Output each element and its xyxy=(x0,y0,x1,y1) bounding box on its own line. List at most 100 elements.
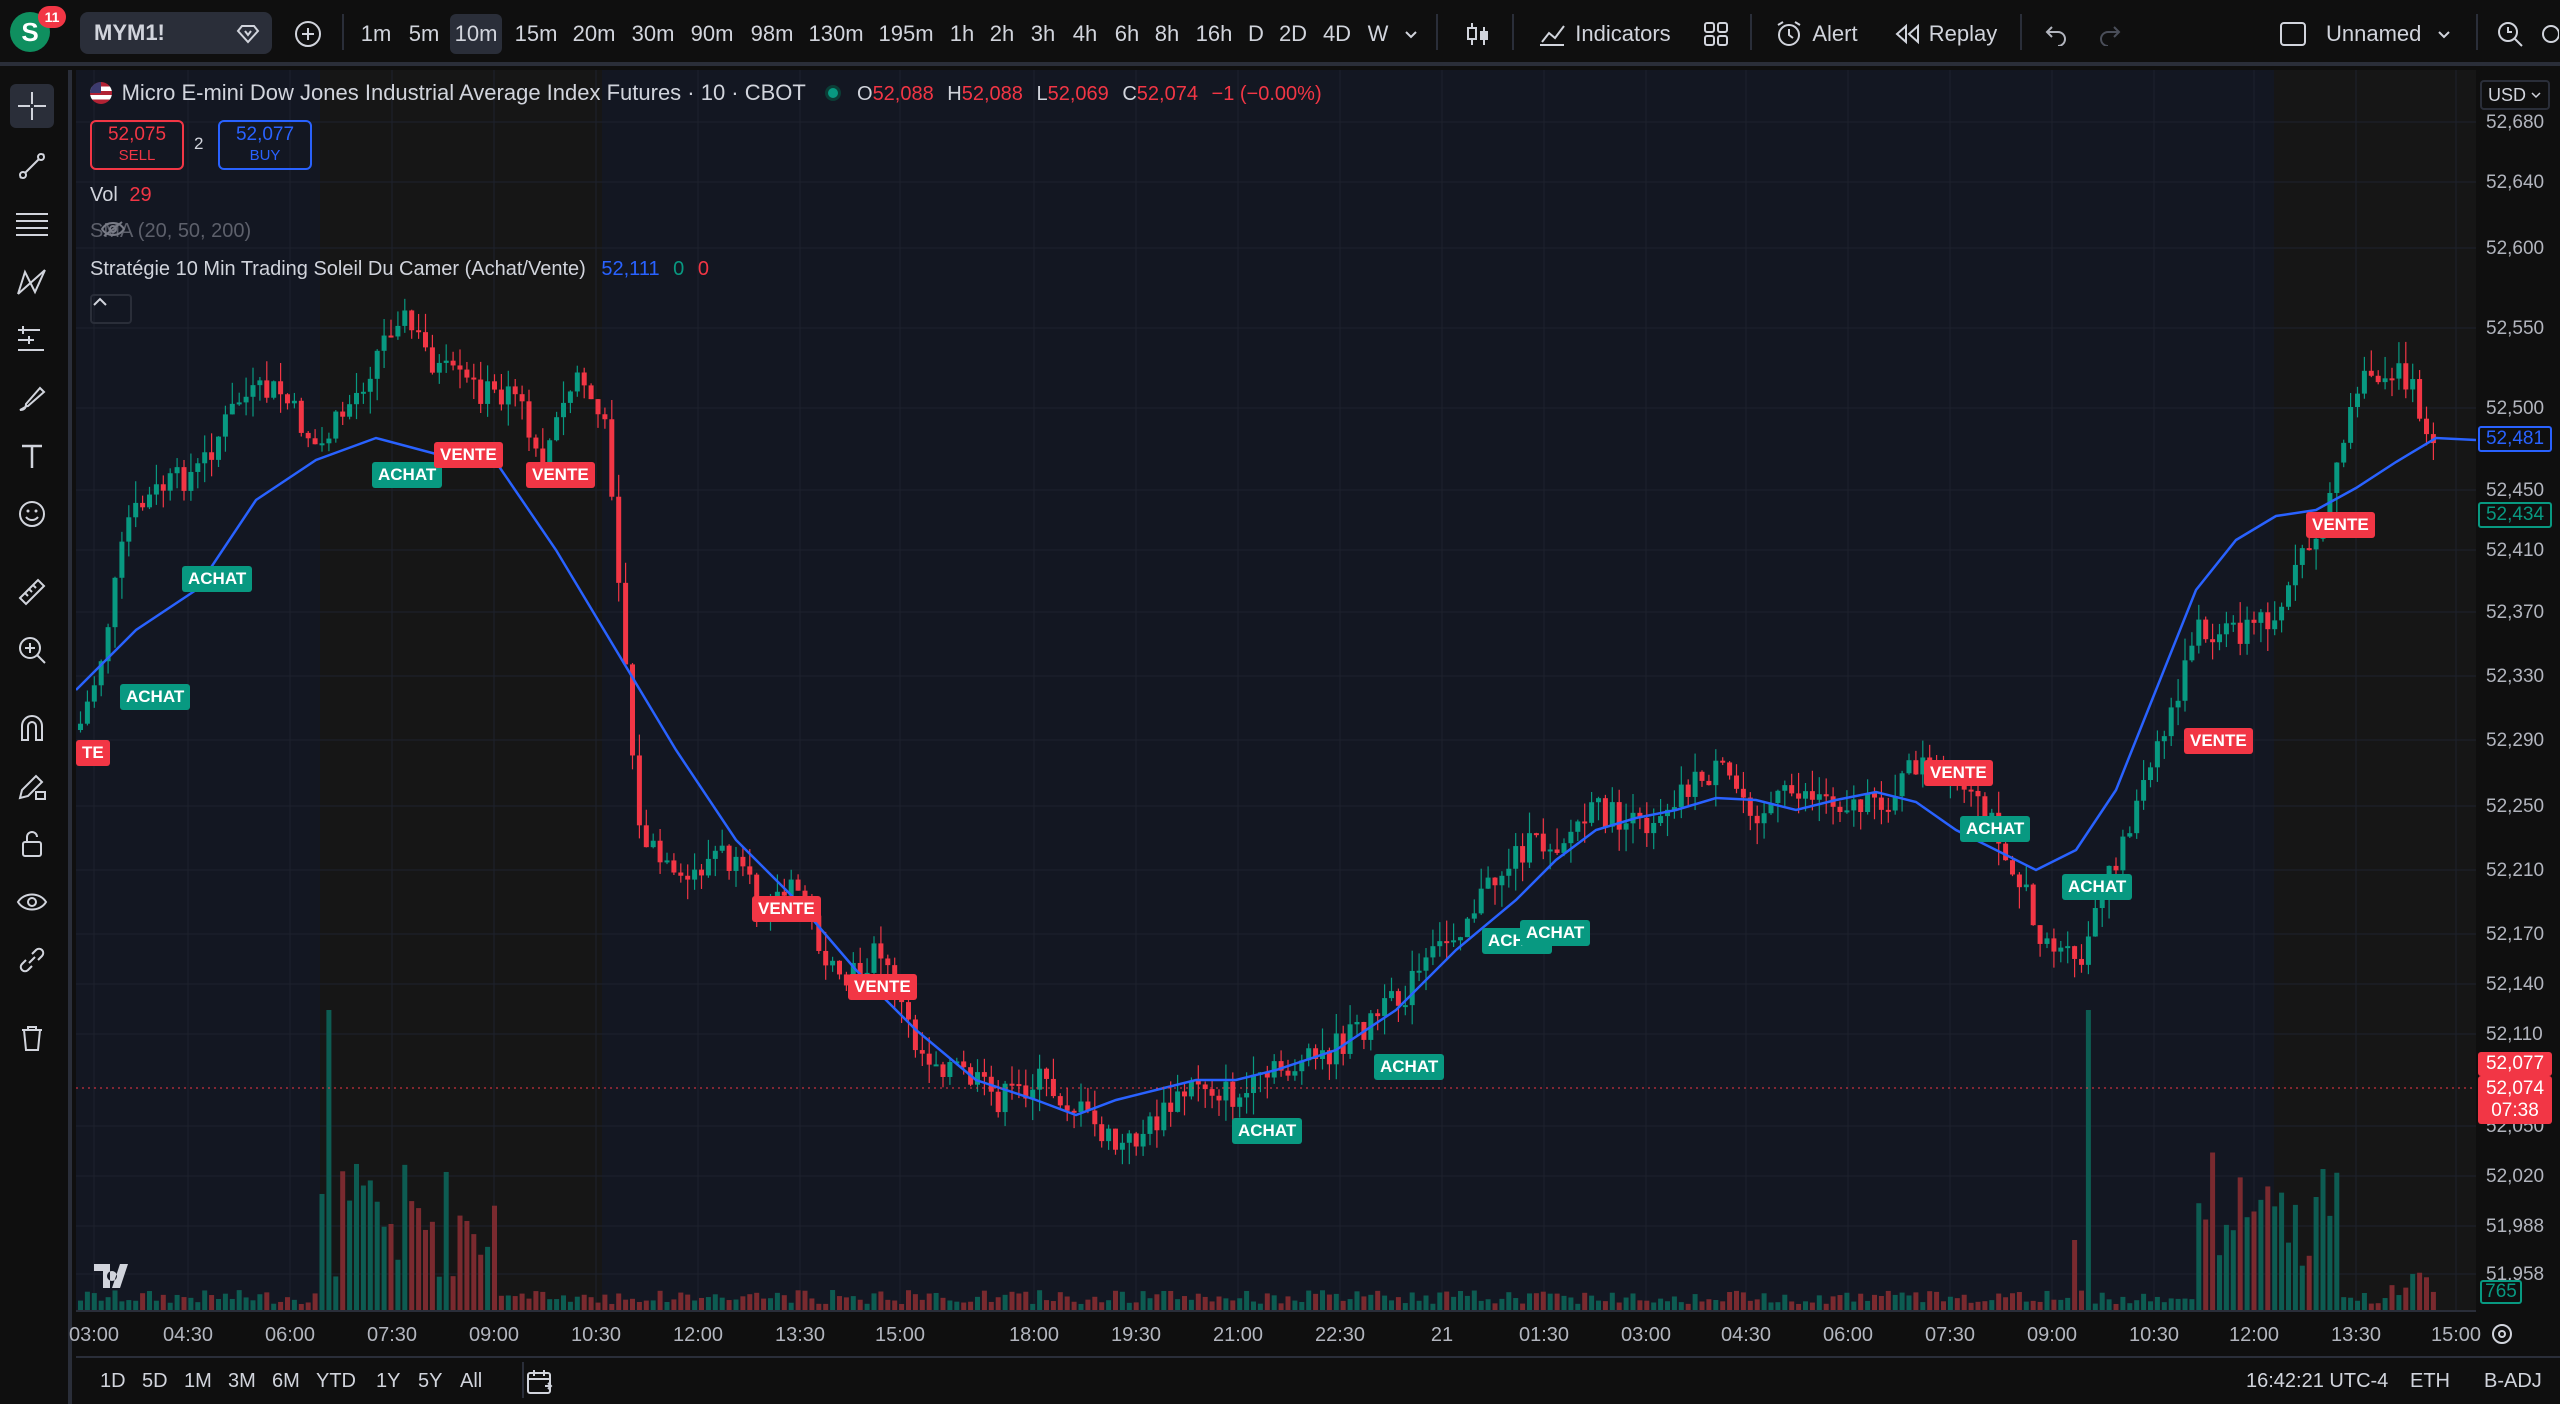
interval-2h[interactable]: 2h xyxy=(989,21,1015,46)
range-1Y[interactable]: 1Y xyxy=(376,1370,401,1392)
interval-30m[interactable]: 30m xyxy=(631,21,675,46)
candles-icon[interactable] xyxy=(1456,14,1500,54)
zoom-in-icon[interactable] xyxy=(10,628,54,672)
eye-icon[interactable] xyxy=(10,880,54,924)
volume-bar xyxy=(1092,1296,1098,1310)
volume-bar xyxy=(788,1302,794,1310)
compare-add-icon[interactable] xyxy=(288,14,328,54)
volume-bar xyxy=(1023,1291,1029,1310)
clock-display[interactable]: 16:42:21 UTC-4 xyxy=(2246,1370,2389,1392)
alert-button[interactable]: Alert xyxy=(1766,14,1866,54)
range-3M[interactable]: 3M xyxy=(228,1370,256,1392)
interval-8h[interactable]: 8h xyxy=(1154,21,1180,46)
range-5D[interactable]: 5D xyxy=(142,1370,168,1392)
interval-195m[interactable]: 195m xyxy=(878,21,934,46)
interval-2D[interactable]: 2D xyxy=(1278,21,1308,46)
interval-1h[interactable]: 1h xyxy=(949,21,975,46)
volume-bar xyxy=(754,1292,760,1310)
volume-bar xyxy=(1927,1291,1933,1310)
symbol-search-box[interactable]: MYM1! xyxy=(80,12,272,54)
lock-icon[interactable] xyxy=(10,822,54,866)
interval-D[interactable]: D xyxy=(1248,21,1264,46)
volume-bar xyxy=(2375,1303,2381,1310)
crosshair-icon[interactable] xyxy=(10,84,54,128)
candle-body xyxy=(133,502,139,518)
volume-bar xyxy=(1050,1301,1056,1310)
go-to-date-icon[interactable] xyxy=(518,1366,562,1398)
buy-button[interactable]: 52,077 BUY xyxy=(218,120,312,170)
trend-line-icon[interactable] xyxy=(10,144,54,188)
interval-3h[interactable]: 3h xyxy=(1030,21,1056,46)
layout-menu-button[interactable]: Unnamed xyxy=(2278,14,2458,54)
candle-body xyxy=(2072,946,2078,959)
emoji-icon[interactable] xyxy=(10,492,54,536)
session-shade xyxy=(602,70,2274,1310)
volume-bar xyxy=(1947,1296,1953,1310)
interval-4D[interactable]: 4D xyxy=(1322,21,1352,46)
templates-icon[interactable] xyxy=(1696,14,1736,54)
trash-icon[interactable] xyxy=(10,1016,54,1060)
adjustment-toggle[interactable]: B-ADJ xyxy=(2484,1370,2542,1392)
interval-20m[interactable]: 20m xyxy=(572,21,616,46)
interval-130m[interactable]: 130m xyxy=(808,21,864,46)
settings-gear-icon[interactable] xyxy=(2536,14,2560,54)
pencil-lock-icon[interactable] xyxy=(10,764,54,808)
sell-button[interactable]: 52,075 SELL xyxy=(90,120,184,170)
ruler-icon[interactable] xyxy=(10,570,54,614)
signal-sell: VENTE xyxy=(1924,760,1993,786)
range-YTD[interactable]: YTD xyxy=(316,1370,356,1392)
time-label: 13:30 xyxy=(774,1324,826,1346)
brush-icon[interactable] xyxy=(10,376,54,420)
range-1M[interactable]: 1M xyxy=(184,1370,212,1392)
hidden-eye-icon[interactable] xyxy=(100,220,126,238)
interval-10m[interactable]: 10m xyxy=(450,14,502,54)
text-icon[interactable] xyxy=(10,434,54,478)
fib-lines-icon[interactable] xyxy=(10,202,54,246)
pattern-icon[interactable] xyxy=(10,260,54,304)
link-icon[interactable] xyxy=(10,938,54,982)
volume-bar xyxy=(2044,1290,2050,1310)
candle-body xyxy=(1582,821,1588,824)
forecast-icon[interactable] xyxy=(10,318,54,362)
candle-body xyxy=(1464,918,1470,938)
indicators-button[interactable]: Indicators xyxy=(1530,14,1678,54)
session-toggle[interactable]: ETH xyxy=(2410,1370,2450,1392)
interval-4h[interactable]: 4h xyxy=(1072,21,1098,46)
replay-button[interactable]: Replay xyxy=(1888,14,2002,54)
candle-body xyxy=(1816,794,1822,800)
interval-1m[interactable]: 1m xyxy=(360,21,392,46)
time-axis[interactable]: 03:00 04:30 06:00 07:30 09:00 10:30 12:00 13:30… xyxy=(69,1310,2512,1356)
volume-bar xyxy=(768,1298,773,1310)
interval-W[interactable]: W xyxy=(1367,21,1389,46)
price-axis[interactable]: USD 52,680 52,640 52,600 52,550 52,500 52,450… xyxy=(2476,70,2560,1310)
magnet-icon[interactable] xyxy=(10,706,54,750)
currency-selector[interactable]: USD xyxy=(2480,80,2550,110)
range-5Y[interactable]: 5Y xyxy=(418,1370,443,1392)
collapse-legend-button[interactable] xyxy=(90,294,132,324)
axis-settings-icon[interactable] xyxy=(2488,1320,2516,1353)
sma-legend[interactable]: SMA (20, 50, 200) xyxy=(90,220,251,243)
volume-bar xyxy=(2430,1291,2436,1310)
volume-bar xyxy=(1575,1303,1581,1310)
range-All[interactable]: All xyxy=(460,1370,483,1392)
interval-16h[interactable]: 16h xyxy=(1195,21,1233,46)
redo-icon[interactable] xyxy=(2090,14,2130,54)
volume-bar xyxy=(1126,1302,1132,1310)
undo-icon[interactable] xyxy=(2036,14,2076,54)
interval-90m[interactable]: 90m xyxy=(690,21,734,46)
candle-body xyxy=(2161,736,2167,742)
quick-search-icon[interactable] xyxy=(2490,14,2530,54)
interval-6h[interactable]: 6h xyxy=(1114,21,1140,46)
interval-15m[interactable]: 15m xyxy=(514,21,558,46)
chevron-down-icon[interactable] xyxy=(1396,14,1426,54)
strategy-legend[interactable]: Stratégie 10 Min Trading Soleil Du Camer… xyxy=(90,258,709,281)
price-tick: 52,250 xyxy=(2486,796,2545,817)
range-1D[interactable]: 1D xyxy=(100,1370,126,1392)
interval-5m[interactable]: 5m xyxy=(408,21,440,46)
candle-body xyxy=(174,467,180,474)
interval-98m[interactable]: 98m xyxy=(750,21,794,46)
time-label: 15:00 xyxy=(874,1324,926,1346)
chart-pane[interactable]: Micro E-mini Dow Jones Industrial Averag… xyxy=(76,70,2476,1310)
candle-body xyxy=(671,860,677,873)
range-6M[interactable]: 6M xyxy=(272,1370,300,1392)
